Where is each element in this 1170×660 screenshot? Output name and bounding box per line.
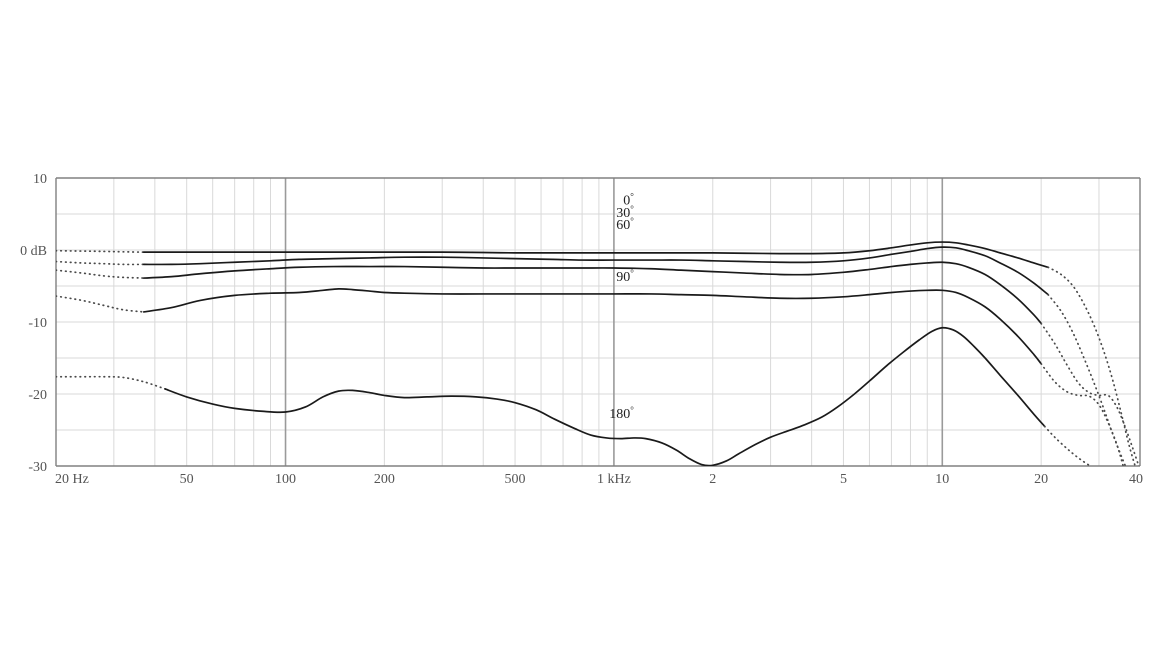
response-curves [56,241,1140,466]
label-30deg: 30° [616,204,634,221]
curve-segment-low [56,249,145,254]
y-tick-label: -30 [28,460,47,475]
curve-90deg [56,288,1125,466]
curve-segment-mid [142,241,1049,269]
grid-minor-lines [55,177,1141,467]
x-tick-label: 40 [1129,472,1143,487]
label-60deg: 60° [616,216,634,233]
x-tick-label: 20 [1034,472,1048,487]
curve-segment-high [1043,425,1092,466]
x-tick-label: 100 [275,472,296,487]
y-tick-label: -20 [28,388,47,403]
curve-60deg [56,261,1140,466]
x-tick-label: 200 [374,472,395,487]
label-90deg: 90° [616,268,634,285]
y-axis-tick-labels: 10 0 dB -10 -20 -30 [20,172,47,475]
label-180deg: 180° [609,405,634,422]
x-tick-label: 20 Hz [55,472,89,487]
y-tick-label: 10 [33,172,47,187]
x-tick-label: 500 [505,472,526,487]
x-tick-label: 5 [840,472,847,487]
curve-segment-mid [164,326,1046,466]
curve-annotations: 0°30°60° 90° 180° [609,192,634,422]
curve-segment-low [56,260,145,266]
y-tick-label: -10 [28,316,47,331]
label-0deg: 0° [623,192,634,209]
curve-segment-mid [142,261,1042,325]
curve-0deg [56,241,1137,466]
curve-30deg [56,246,1127,466]
curve-segment-high [1040,362,1125,466]
x-axis-tick-labels: 20 Hz 50 100 200 500 1 kHz 2 5 10 20 40 [55,472,1143,487]
grid-major-lines [284,178,944,466]
x-tick-label: 10 [935,472,949,487]
plot-frame [55,177,1141,467]
x-tick-label: 50 [180,472,194,487]
curve-180deg [56,326,1092,466]
curve-segment-mid [142,288,1042,365]
curve-segment-low [56,269,145,279]
x-tick-label: 1 kHz [597,472,631,487]
curve-segment-mid [142,246,1049,296]
x-tick-label: 2 [709,472,716,487]
curve-segment-low [56,295,145,313]
curve-segment-low [56,375,167,390]
y-tick-label: 0 dB [20,244,47,259]
curve-segment-high [1047,293,1127,466]
